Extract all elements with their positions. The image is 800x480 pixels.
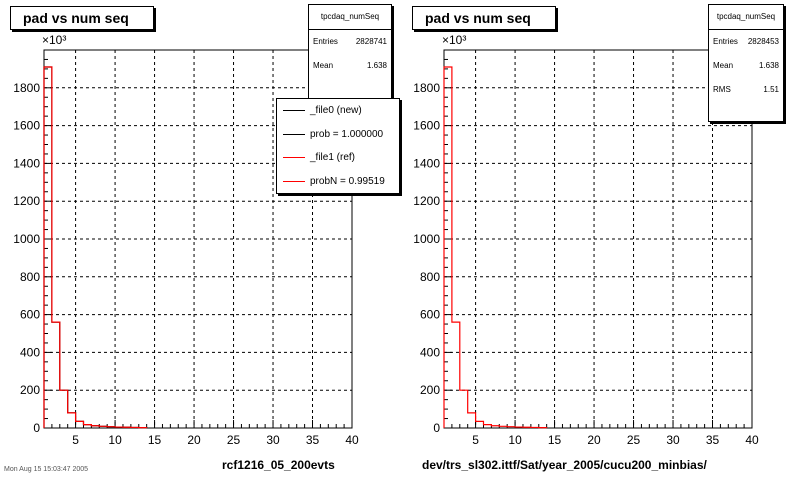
x-tick-label: 25	[227, 433, 241, 447]
y-tick-label: 1400	[13, 156, 40, 170]
legend-entry: prob = 1.000000	[277, 123, 399, 147]
stats-name: tpcdaq_numSeq	[709, 5, 783, 30]
stats-mean-label: Mean	[313, 61, 334, 70]
y-tick-label: 200	[420, 383, 440, 397]
plot-frame	[443, 49, 753, 429]
x-tick-label: 20	[587, 433, 601, 447]
legend-swatch-red	[283, 157, 305, 159]
legend-entry: probN = 0.99519	[277, 170, 399, 194]
y-tick-label: 800	[20, 270, 40, 284]
plot-title: pad vs num seq	[10, 6, 154, 30]
x-tick-label: 40	[745, 433, 759, 447]
left-histogram-panel: 5 10 15 20 25 30 35 40 0 200 400 600 800 1000 1200 1400…	[4, 4, 400, 473]
y-tick-label: 200	[20, 383, 40, 397]
footer-timestamp: Mon Aug 15 15:03:47 2005	[4, 466, 89, 473]
x-tick-label: 10	[108, 433, 122, 447]
y-tick-label: 600	[20, 308, 40, 322]
y-tick-label: 1000	[413, 232, 440, 246]
plot-caption: rcf1216_05_200evts	[222, 458, 335, 472]
x-tick-label: 20	[187, 433, 201, 447]
stats-entries-value: 2828741	[355, 37, 387, 46]
stats-entries-label: Entries	[713, 37, 738, 46]
stats-entries-value: 2828453	[747, 37, 779, 46]
x-tick-label: 30	[666, 433, 680, 447]
stats-rms-row: RMS 1.51	[709, 78, 783, 102]
right-histogram-plot: 5 10 15 20 25 30 35 400200400600800100012001400…	[413, 33, 759, 447]
stats-name: tpcdaq_numSeq	[309, 5, 391, 30]
y-tick-label: 600	[420, 308, 440, 322]
y-tick-label: 1600	[13, 119, 40, 133]
y-tick-label: 0	[433, 421, 440, 435]
stats-rms-value: 1.51	[763, 85, 779, 94]
legend-box: _file0 (new) prob = 1.000000 _file1 (ref…	[276, 98, 400, 194]
plot-title: pad vs num seq	[412, 6, 556, 30]
y-tick-label: 1200	[413, 194, 440, 208]
legend-swatch-red	[283, 180, 305, 182]
x-tick-label: 25	[627, 433, 641, 447]
y-tick-label: 1000	[13, 232, 40, 246]
y-tick-label: 1400	[413, 156, 440, 170]
x-tick-label: 15	[548, 433, 562, 447]
right-histogram-panel: 5 10 15 20 25 30 35 40 0 200 400 600 800 1000 1200 1400…	[400, 0, 800, 480]
stats-entries-label: Entries	[313, 37, 338, 46]
x-tick-label: 30	[266, 433, 280, 447]
stats-entries-row: Entries 2828453	[709, 30, 783, 54]
histogram-series	[443, 66, 548, 429]
y-tick-label: 800	[420, 270, 440, 284]
legend-label: _file1 (ref)	[310, 152, 356, 164]
x-tick-label: 10	[508, 433, 522, 447]
y-multiplier-label: ×10³	[42, 33, 66, 47]
stats-box: tpcdaq_numSeq Entries 2828453 Mean 1.638…	[708, 4, 784, 122]
legend-swatch-black	[283, 133, 305, 135]
legend-swatch-black	[283, 110, 305, 112]
y-tick-label: 1800	[413, 81, 440, 95]
legend-label: prob = 1.000000	[310, 128, 384, 140]
y-tick-label: 0	[33, 421, 40, 435]
y-tick-label: 1600	[413, 119, 440, 133]
x-tick-label: 35	[706, 433, 720, 447]
x-tick-label: 5	[472, 433, 479, 447]
stats-mean-value: 1.638	[366, 61, 387, 70]
y-tick-label: 400	[20, 345, 40, 359]
legend-entry: _file1 (ref)	[277, 146, 399, 170]
y-tick-label: 1800	[13, 81, 40, 95]
stats-mean-label: Mean	[713, 61, 734, 70]
stats-entries-row: Entries 2828741	[309, 30, 391, 54]
stats-box: tpcdaq_numSeq Entries 2828741 Mean 1.638	[308, 4, 392, 100]
x-tick-label: 35	[306, 433, 320, 447]
legend-label: _file0 (new)	[310, 105, 362, 117]
y-multiplier-label: ×10³	[442, 33, 466, 47]
x-tick-label: 40	[345, 433, 359, 447]
x-tick-label: 15	[148, 433, 162, 447]
stats-rms-label: RMS	[713, 85, 731, 94]
y-tick-label: 1200	[13, 194, 40, 208]
x-tick-label: 5	[72, 433, 79, 447]
histogram-series	[43, 66, 148, 429]
plot-caption: dev/trs_sl302.ittf/Sat/year_2005/cucu200…	[422, 458, 707, 472]
y-tick-label: 400	[420, 345, 440, 359]
stats-mean-row: Mean 1.638	[309, 54, 391, 78]
legend-entry: _file0 (new)	[277, 99, 399, 123]
stats-mean-value: 1.638	[758, 61, 779, 70]
stats-mean-row: Mean 1.638	[709, 54, 783, 78]
legend-label: probN = 0.99519	[310, 175, 385, 187]
